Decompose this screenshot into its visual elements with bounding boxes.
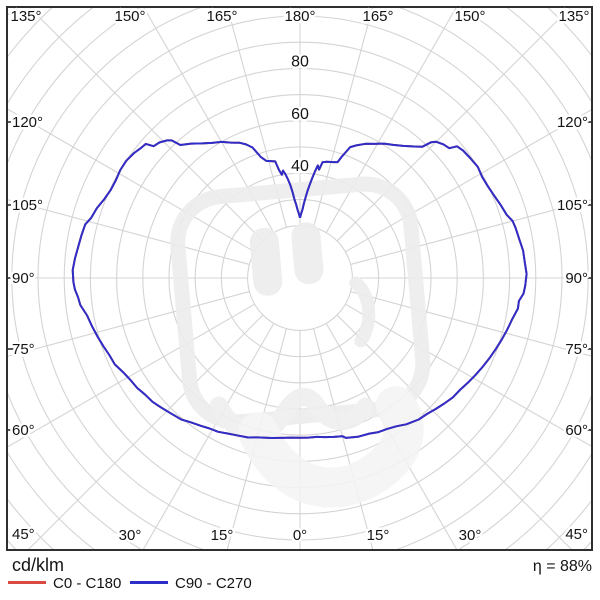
grid-spoke <box>325 323 458 549</box>
watermark-logo <box>170 176 431 508</box>
angle-label-left: 120° <box>12 114 43 131</box>
angle-label-left: 90° <box>12 270 35 287</box>
angle-label-top: 135° <box>10 8 41 25</box>
legend-item-c0-c180: C0 - C180 <box>8 575 121 592</box>
grid-spoke <box>226 328 287 549</box>
grid-spoke <box>227 8 287 228</box>
angle-label-bottom: 30° <box>459 527 482 544</box>
grid-spoke <box>345 109 591 253</box>
angle-label-top: 135° <box>558 8 589 25</box>
angle-label-right: 90° <box>565 270 588 287</box>
angle-label-bottom: 0° <box>293 527 307 544</box>
grid-spoke <box>345 303 591 447</box>
legend-item-c90-c270: C90 - C270 <box>130 575 252 592</box>
units-label: cd/klm <box>12 555 65 575</box>
ring-value-label: 80 <box>291 53 309 70</box>
grid-spoke <box>8 108 255 253</box>
angle-label-top: 180° <box>284 8 315 25</box>
angle-label-top: 150° <box>114 8 145 25</box>
grid-spoke <box>313 8 373 228</box>
angle-label-top: 165° <box>206 8 237 25</box>
angle-label-left: 105° <box>12 197 43 214</box>
legend-label-c0-c180: C0 - C180 <box>53 575 122 592</box>
angle-label-left: 45° <box>12 526 35 543</box>
watermark-hook <box>349 276 376 348</box>
angle-label-left: 75° <box>12 341 35 358</box>
angle-label-bottom: 15° <box>211 527 234 544</box>
angle-label-bottom: 30° <box>119 527 142 544</box>
angle-label-bottom: 15° <box>367 527 390 544</box>
grid-spoke <box>336 314 572 549</box>
angle-label-right: 45° <box>565 526 588 543</box>
legend-swatch-c0-c180 <box>8 581 46 584</box>
grid-spoke <box>336 8 571 242</box>
grid-spoke <box>8 199 250 265</box>
grid-spoke <box>325 8 457 233</box>
grid-spoke <box>28 314 264 549</box>
watermark-badge-outline <box>170 176 431 430</box>
watermark-swoosh <box>238 386 424 508</box>
angle-label-top: 165° <box>362 8 393 25</box>
angle-label-top: 150° <box>454 8 485 25</box>
curve-c90-c270 <box>71 139 528 439</box>
angle-label-right: 75° <box>565 341 588 358</box>
angle-label-right: 105° <box>557 197 588 214</box>
ring-value-label: 40 <box>291 158 309 175</box>
grid-spoke <box>142 323 275 549</box>
watermark-bar-left <box>249 227 283 296</box>
efficiency-label: η = 88% <box>532 558 592 575</box>
watermark-bar-right <box>291 222 324 285</box>
angle-label-left: 60° <box>12 422 35 439</box>
angle-label-right: 60° <box>565 422 588 439</box>
grid-spoke <box>143 8 275 233</box>
angle-label-right: 120° <box>557 114 588 131</box>
legend-label-c90-c270: C90 - C270 <box>175 575 252 592</box>
legend-swatch-c90-c270 <box>130 581 168 584</box>
grid-spoke <box>313 328 374 549</box>
ring-value-label: 60 <box>291 106 309 123</box>
grid-spoke <box>8 303 255 448</box>
